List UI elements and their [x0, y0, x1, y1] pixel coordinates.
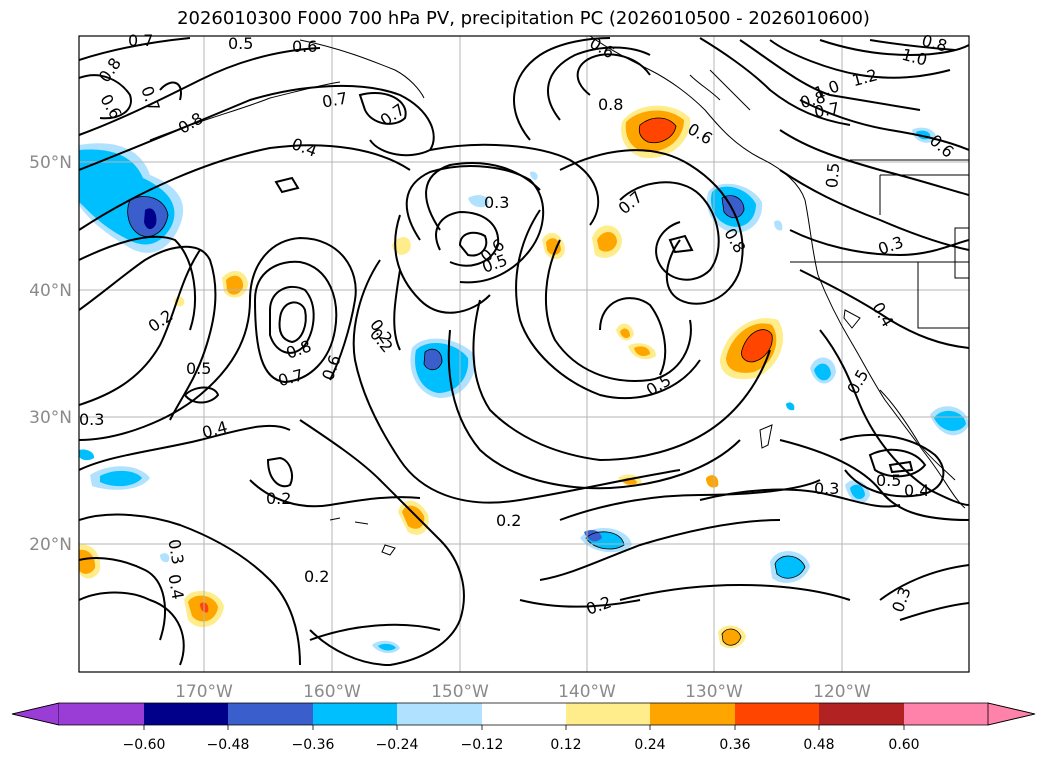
lon-label-150w: 150°W: [431, 682, 489, 702]
latitude-labels: 50°N 40°N 30°N 20°N: [29, 153, 72, 555]
colorbar-extend-low: [11, 702, 60, 726]
contour-label: 0.3: [888, 584, 915, 614]
map-frame: [78, 35, 970, 673]
colorbar-tick: −0.12: [461, 737, 504, 753]
contour-label: 0.5: [876, 471, 901, 490]
colorbar-frame: [11, 702, 1036, 726]
contour-label: 0.4: [289, 134, 319, 161]
contour-label: 0.4: [164, 573, 187, 601]
contour-label: 0.7: [321, 88, 349, 111]
contour-label: 0.7: [276, 365, 306, 390]
lat-label-40n: 40°N: [29, 281, 72, 301]
contour-label: 0.5: [186, 359, 211, 378]
contour-label: 0.7: [813, 98, 841, 121]
graticule: [79, 36, 969, 672]
contour-label: 0.2: [496, 511, 521, 530]
contour-label: 0.2: [304, 567, 329, 586]
colorbar-tick: −0.48: [207, 737, 250, 753]
contour-label: 0.2: [145, 306, 177, 336]
colorbar-tick: −0.24: [376, 737, 419, 753]
colorbar-tick: 0.60: [888, 737, 919, 753]
contour-label: 0.2: [266, 489, 291, 508]
contour-label: 0.4: [868, 299, 897, 331]
colorbar-extend-high: [987, 702, 1036, 726]
lat-label-50n: 50°N: [29, 153, 72, 173]
lon-label-120w: 120°W: [813, 682, 871, 702]
colorbar-seg-white: [482, 703, 566, 725]
contour-label: 0.3: [484, 193, 509, 212]
contour-label: 0.2: [584, 592, 614, 619]
longitude-labels: 170°W 160°W 150°W 140°W 130°W 120°W: [175, 682, 871, 702]
contour-label: 0.8: [175, 108, 207, 137]
contour-label: 0.8: [95, 54, 125, 86]
lon-label-130w: 130°W: [685, 682, 743, 702]
contour-label: 0.3: [79, 410, 104, 429]
contour-label: 0.7: [128, 31, 153, 50]
pv-contours: [79, 37, 969, 667]
colorbar-seg-orange: [650, 703, 735, 725]
contour-label: 0.4: [904, 481, 929, 500]
contour-label: 0.3: [814, 479, 839, 498]
colorbar-seg-royalblue: [228, 703, 313, 725]
colorbar-seg-purple: [59, 703, 144, 725]
colorbar-seg-pink: [904, 703, 988, 725]
lat-label-30n: 30°N: [29, 408, 72, 428]
lat-label-20n: 20°N: [29, 535, 72, 555]
contour-label: 0.6: [292, 37, 317, 56]
colorbar-tick: 0.36: [719, 737, 750, 753]
contour-label: 0.3: [164, 538, 187, 566]
colorbar-tick: 0.48: [803, 737, 834, 753]
map-title: 2026010300 F000 700 hPa PV, precipitatio…: [177, 8, 870, 29]
colorbar-seg-navy: [144, 703, 228, 725]
precip-shading: [79, 105, 969, 654]
contour-label: 0.7: [615, 187, 647, 218]
colorbar: −0.60 −0.48 −0.36 −0.24 −0.12 0.12 0.24 …: [11, 702, 1036, 753]
colorbar-seg-skyblue: [313, 703, 397, 725]
colorbar-tick: −0.36: [292, 737, 335, 753]
precip-outlines: [127, 117, 806, 646]
colorbar-seg-orangered: [735, 703, 819, 725]
colorbar-tick: 0.12: [550, 737, 581, 753]
colorbar-tick: 0.24: [634, 737, 665, 753]
lon-label-140w: 140°W: [558, 682, 616, 702]
colorbar-seg-firebrick: [819, 703, 904, 725]
contour-label: 0.5: [822, 162, 843, 189]
contour-label: 1.2: [850, 65, 880, 90]
colorbar-seg-yellow: [566, 703, 650, 725]
lon-label-160w: 160°W: [303, 682, 361, 702]
colorbar-seg-lightblue: [397, 703, 482, 725]
contour-label: 0.8: [598, 95, 623, 114]
contour-label: 0.5: [228, 34, 253, 53]
colorbar-tick: −0.60: [123, 737, 166, 753]
lon-label-170w: 170°W: [175, 682, 233, 702]
